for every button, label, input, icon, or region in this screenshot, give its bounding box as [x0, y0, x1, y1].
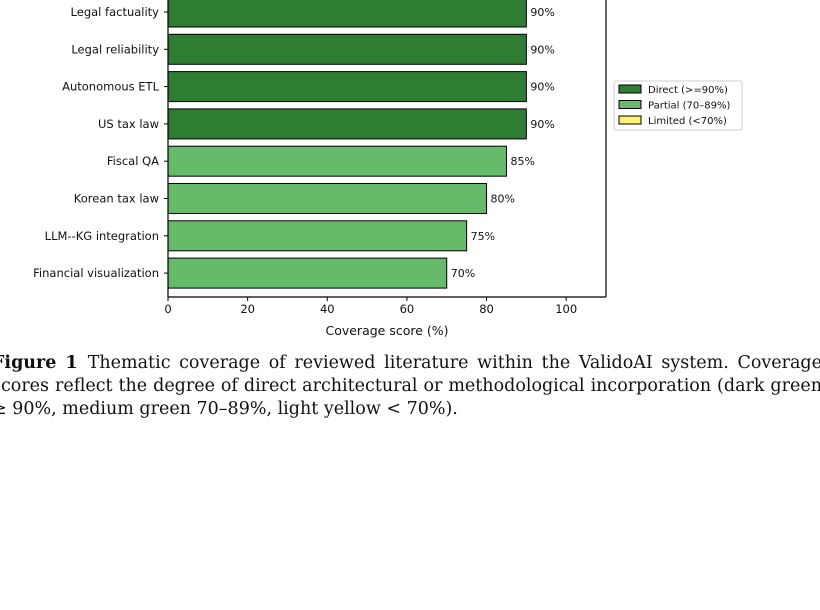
bar-value-label: 90% — [530, 43, 554, 56]
bar — [167, 220, 468, 252]
y-tick-label: Financial visualization — [33, 266, 159, 280]
y-tick-label: US tax law — [98, 117, 159, 131]
y-axis: Legal factuality Legal reliability Autonom… — [33, 5, 168, 280]
x-tick-label: 20 — [240, 302, 255, 316]
x-axis: 0 20 40 60 80 100 — [164, 0, 607, 316]
bar-value-label: 75% — [471, 230, 495, 243]
figure-label: Figure 1 — [0, 353, 78, 373]
bar — [167, 108, 527, 140]
x-tick-label: 0 — [164, 302, 171, 316]
y-tick-label: Autonomous ETL — [62, 80, 159, 94]
legend-swatch — [618, 84, 642, 94]
bar — [167, 0, 527, 28]
bar-value-label: 90% — [530, 6, 554, 19]
bar-value-label: 70% — [451, 267, 475, 280]
legend-swatch — [618, 115, 642, 125]
y-tick-label: Korean tax law — [74, 192, 159, 206]
bar — [167, 33, 527, 65]
legend-label: Partial (70–89%) — [648, 101, 730, 112]
figure-caption: Figure 1 Thematic coverage of reviewed li… — [0, 352, 820, 421]
bar — [167, 145, 507, 177]
x-tick-label: 80 — [479, 302, 494, 316]
legend-label: Direct (>=90%) — [648, 85, 728, 96]
bar — [167, 257, 448, 289]
bar-value-label: 90% — [530, 118, 554, 131]
legend: Direct (>=90%) Partial (70–89%) Limited (<… — [613, 80, 743, 131]
data-labels: 90% 90% 90% 90% 85% 80% 75% 70% — [451, 6, 555, 280]
bar-value-label: 85% — [510, 155, 534, 168]
y-tick-label: Legal factuality — [71, 5, 160, 19]
caption-text: Thematic coverage of reviewed literature… — [0, 353, 820, 419]
legend-swatch — [618, 100, 642, 109]
x-tick-label: 100 — [555, 302, 577, 316]
bar-value-label: 80% — [491, 193, 515, 206]
bar — [167, 183, 488, 214]
bar — [167, 71, 527, 103]
bars — [167, 0, 527, 289]
legend-label: Limited (<70%) — [648, 116, 727, 127]
coverage-bar-chart: 90% 90% 90% 90% 85% 80% 75% 70% Legal factualit… — [33, 0, 743, 338]
bar-value-label: 90% — [530, 81, 554, 94]
legend-frame — [613, 80, 743, 131]
y-tick-label: Fiscal QA — [107, 154, 159, 168]
y-tick-label: LLM--KG integration — [45, 229, 159, 243]
x-tick-label: 40 — [320, 302, 335, 316]
y-tick-label: Legal reliability — [71, 42, 159, 56]
x-tick-label: 60 — [400, 302, 415, 316]
x-axis-label: Coverage score (%) — [325, 323, 448, 338]
